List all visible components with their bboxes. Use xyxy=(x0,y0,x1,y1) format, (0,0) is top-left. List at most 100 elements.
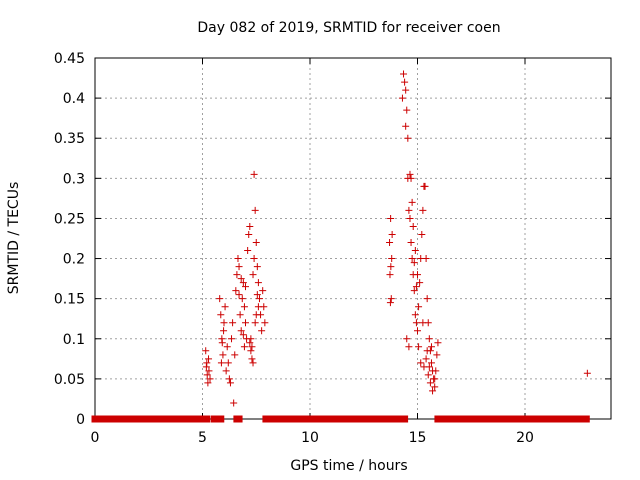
y-tick-label: 0.35 xyxy=(54,131,85,147)
data-point xyxy=(388,255,396,263)
data-point xyxy=(421,182,429,190)
data-point xyxy=(422,355,430,363)
data-point xyxy=(217,359,225,367)
zero-value-markers xyxy=(210,415,225,423)
data-point xyxy=(235,263,243,271)
data-point xyxy=(230,399,238,407)
data-point xyxy=(388,230,396,238)
data-point xyxy=(402,122,410,130)
data-point xyxy=(231,351,239,359)
data-point xyxy=(220,319,228,327)
data-point xyxy=(245,230,253,238)
data-point xyxy=(415,343,423,351)
grid-layer xyxy=(95,58,611,419)
data-point xyxy=(406,214,414,222)
data-point xyxy=(240,303,248,311)
data-point xyxy=(252,239,260,247)
data-point xyxy=(248,343,256,351)
data-point xyxy=(254,303,262,311)
data-point xyxy=(431,375,439,383)
y-tick-label: 0.2 xyxy=(63,252,85,268)
data-point xyxy=(408,198,416,206)
data-point xyxy=(253,263,261,271)
zero-value-markers xyxy=(389,415,409,423)
data-point xyxy=(583,369,591,377)
zero-value-markers xyxy=(91,415,211,423)
data-point xyxy=(222,367,230,375)
data-point xyxy=(424,371,432,379)
data-point xyxy=(407,239,415,247)
data-point xyxy=(417,359,425,367)
y-tick-label: 0.1 xyxy=(63,332,85,348)
data-point xyxy=(223,343,231,351)
y-tick-label: 0.15 xyxy=(54,292,85,308)
data-point xyxy=(233,271,241,279)
data-point xyxy=(250,170,258,178)
data-point xyxy=(258,327,266,335)
y-tick-label: 0.4 xyxy=(63,91,85,107)
data-point xyxy=(238,295,246,303)
data-point xyxy=(247,335,255,343)
x-tick-label: 10 xyxy=(301,430,319,446)
data-point xyxy=(242,319,249,327)
y-tick-label: 0 xyxy=(76,412,85,428)
data-point xyxy=(254,279,262,287)
data-point xyxy=(386,271,394,279)
data-point xyxy=(416,279,424,287)
data-point xyxy=(251,319,259,327)
data-point xyxy=(236,311,244,319)
data-point xyxy=(419,206,427,214)
data-point xyxy=(205,355,213,363)
data-point xyxy=(261,319,269,327)
data-point xyxy=(418,230,426,238)
data-point xyxy=(237,275,245,283)
data-point xyxy=(386,299,394,307)
x-tick-label: 5 xyxy=(198,430,207,446)
data-point xyxy=(410,259,418,267)
data-points-layer xyxy=(91,70,591,423)
data-point xyxy=(225,375,233,383)
data-point xyxy=(247,347,255,355)
data-point xyxy=(249,359,257,367)
data-point xyxy=(206,375,214,383)
data-point xyxy=(203,371,211,379)
data-point xyxy=(422,255,430,263)
data-point xyxy=(246,339,254,347)
data-point xyxy=(228,335,236,343)
chart-title: Day 082 of 2019, SRMTID for receiver coe… xyxy=(197,20,500,36)
data-point xyxy=(204,379,212,387)
zero-value-markers xyxy=(233,415,243,423)
data-point xyxy=(415,303,423,311)
y-tick-label: 0.3 xyxy=(63,171,85,187)
data-point xyxy=(248,355,256,363)
zero-value-markers xyxy=(434,415,590,423)
data-point xyxy=(414,271,421,279)
data-point xyxy=(220,327,228,335)
data-point xyxy=(410,287,418,295)
data-point xyxy=(409,222,417,230)
data-point xyxy=(219,351,227,359)
data-point xyxy=(426,379,434,387)
data-point xyxy=(412,283,420,291)
data-point xyxy=(427,359,435,367)
data-point xyxy=(429,387,437,395)
data-point xyxy=(202,363,210,371)
data-point xyxy=(425,363,433,371)
data-point xyxy=(425,335,433,343)
data-point xyxy=(237,327,245,335)
data-point xyxy=(235,291,243,299)
data-point xyxy=(405,206,413,214)
data-point xyxy=(423,295,431,303)
data-point xyxy=(387,263,395,271)
data-point xyxy=(217,311,225,319)
data-point xyxy=(431,383,439,391)
data-point xyxy=(386,239,394,247)
data-point xyxy=(253,291,261,299)
data-point xyxy=(226,379,234,387)
data-point xyxy=(433,351,441,359)
data-point xyxy=(419,319,427,327)
data-point xyxy=(398,94,406,102)
data-point xyxy=(232,287,240,295)
zero-value-markers xyxy=(262,415,392,423)
